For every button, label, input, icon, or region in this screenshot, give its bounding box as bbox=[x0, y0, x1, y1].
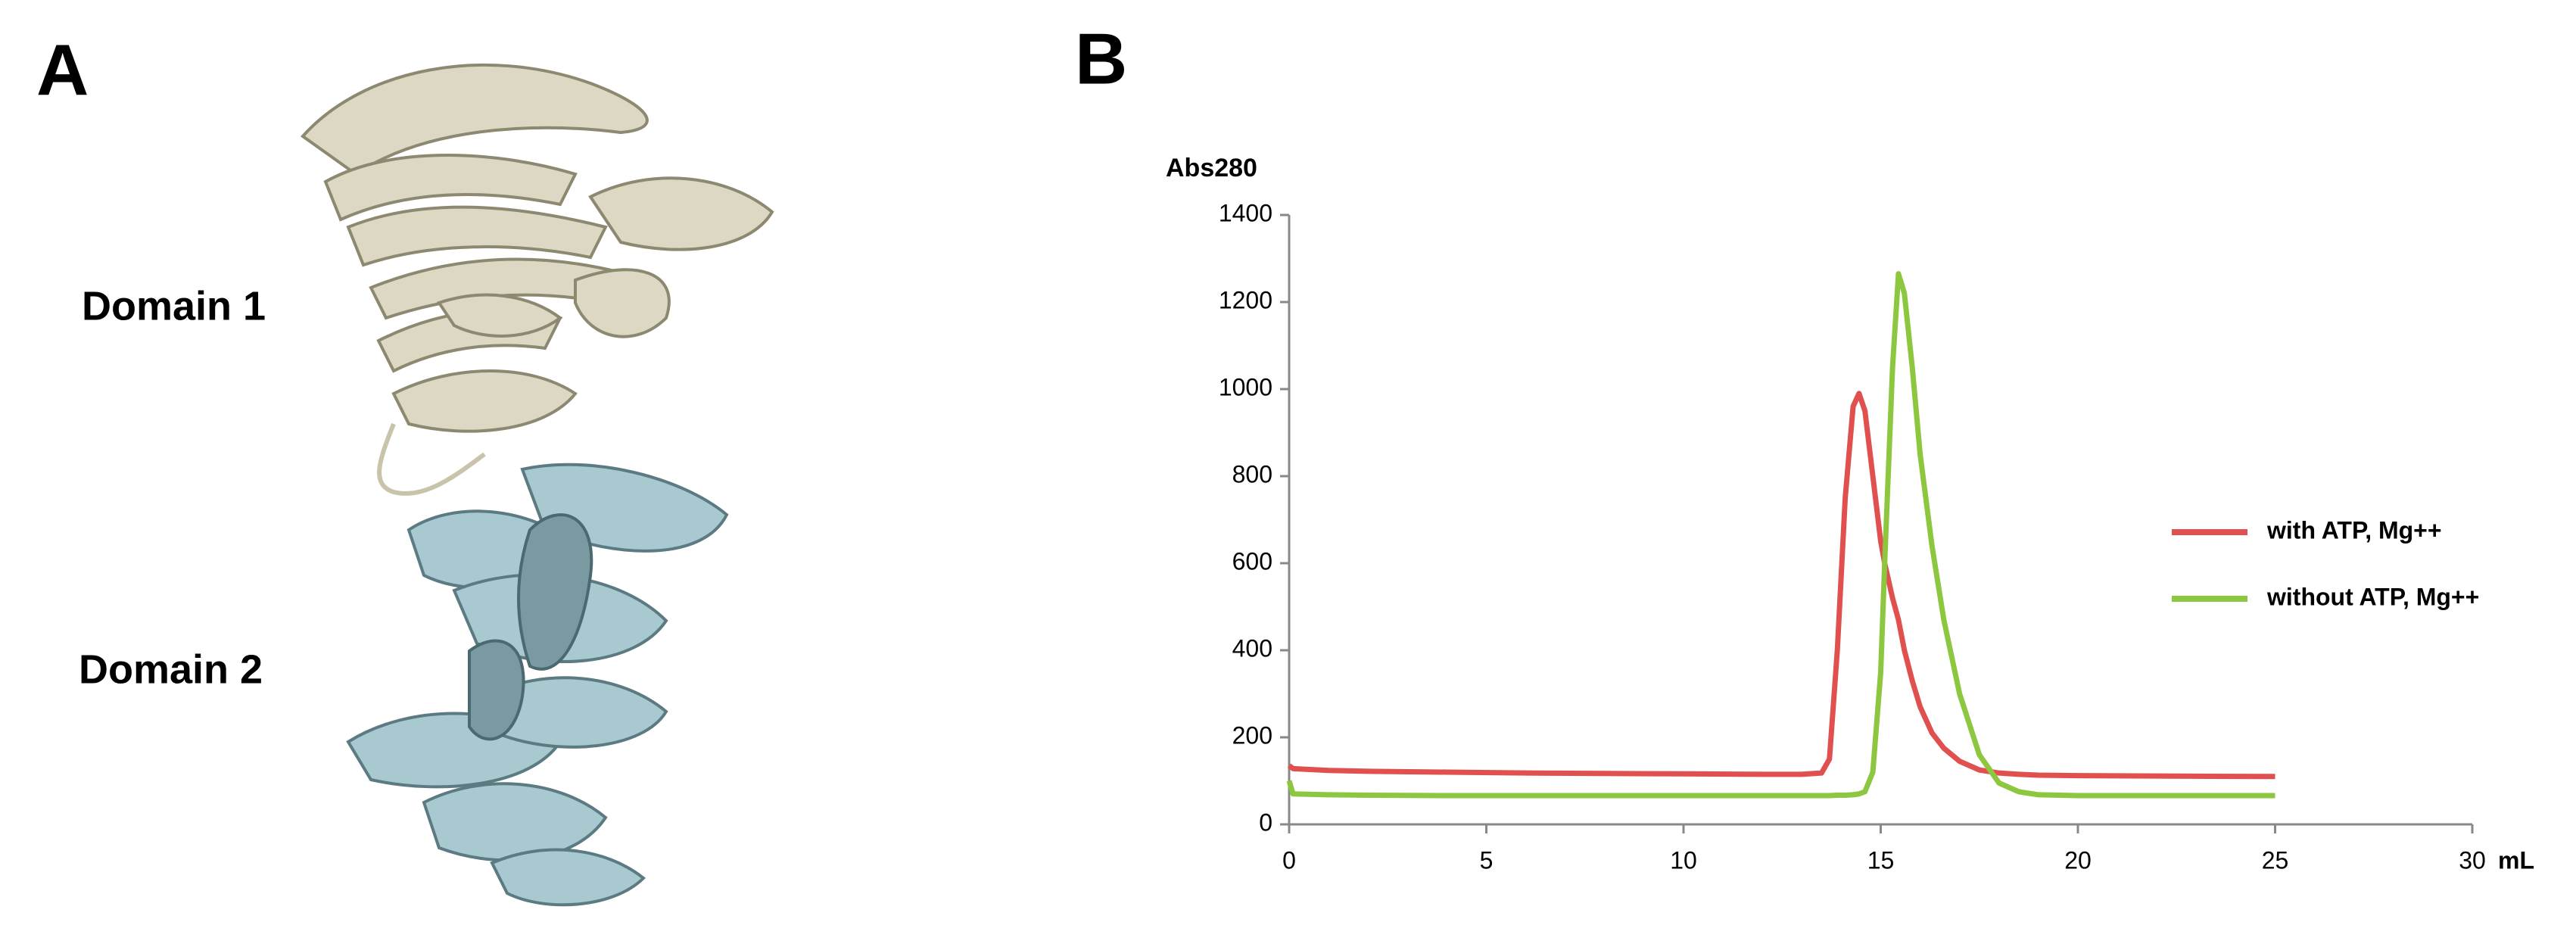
y-tick-label: 400 bbox=[1232, 634, 1272, 662]
x-tick-label: 15 bbox=[1867, 846, 1895, 874]
x-tick-label: 10 bbox=[1670, 846, 1697, 874]
x-tick-label: 0 bbox=[1282, 846, 1296, 874]
x-tick-label: 30 bbox=[2459, 846, 2486, 874]
y-tick-label: 1400 bbox=[1219, 199, 1272, 226]
x-axis-label: mL bbox=[2498, 846, 2534, 874]
y-tick-label: 600 bbox=[1232, 547, 1272, 575]
y-tick-label: 800 bbox=[1232, 460, 1272, 488]
y-tick-label: 200 bbox=[1232, 721, 1272, 749]
x-tick-label: 20 bbox=[2064, 846, 2092, 874]
y-tick-label: 0 bbox=[1259, 808, 1272, 836]
x-tick-label: 25 bbox=[2262, 846, 2289, 874]
y-axis-label: Abs280 bbox=[1166, 154, 1257, 182]
x-tick-label: 5 bbox=[1480, 846, 1494, 874]
panel-label: A bbox=[36, 30, 89, 111]
data-line bbox=[1286, 271, 2275, 799]
legend-label: with ATP, Mg++ bbox=[2266, 516, 2442, 544]
y-tick-label: 1000 bbox=[1219, 373, 1272, 400]
panel-label: B bbox=[1075, 18, 1127, 99]
protein-structure bbox=[301, 63, 774, 907]
y-tick-label: 1200 bbox=[1219, 286, 1272, 313]
domain-label: Domain 2 bbox=[79, 646, 263, 692]
data-line bbox=[1287, 391, 2275, 780]
domain-label: Domain 1 bbox=[82, 283, 266, 329]
legend-label: without ATP, Mg++ bbox=[2266, 583, 2479, 610]
